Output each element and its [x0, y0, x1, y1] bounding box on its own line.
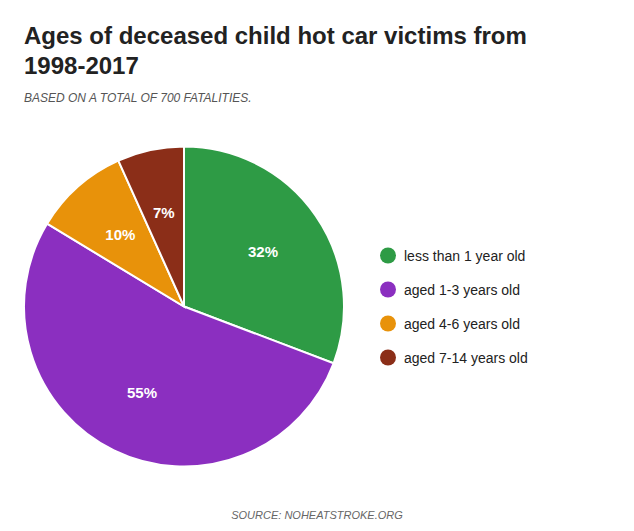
chart: Ages of deceased child hot car victims f… [0, 0, 634, 531]
data-label: 55% [127, 384, 157, 401]
legend-label: aged 4-6 years old [404, 316, 520, 332]
source: SOURCE: NOHEATSTROKE.ORG [231, 509, 403, 521]
data-label: 10% [105, 226, 135, 243]
legend-swatch [380, 316, 396, 332]
subtitle: BASED ON A TOTAL OF 700 FATALITIES. [24, 91, 252, 105]
data-labels: 32% 55% 10% 7% [105, 204, 278, 401]
data-label: 32% [248, 243, 278, 260]
chart-container: Ages of deceased child hot car victims f… [0, 0, 634, 531]
title-group: Ages of deceased child hot car victims f… [24, 22, 527, 79]
legend-swatch [380, 282, 396, 298]
legend: less than 1 year old aged 1-3 years old ag… [380, 248, 528, 366]
legend-label: less than 1 year old [404, 248, 525, 264]
legend-label: aged 7-14 years old [404, 350, 528, 366]
data-label: 7% [153, 204, 175, 221]
title-line: 1998-2017 [24, 52, 139, 79]
legend-label: aged 1-3 years old [404, 282, 520, 298]
pie [24, 147, 344, 467]
title-line: Ages of deceased child hot car victims f… [24, 22, 527, 49]
legend-swatch [380, 350, 396, 366]
title: Ages of deceased child hot car victims f… [24, 22, 527, 79]
legend-swatch [380, 248, 396, 264]
